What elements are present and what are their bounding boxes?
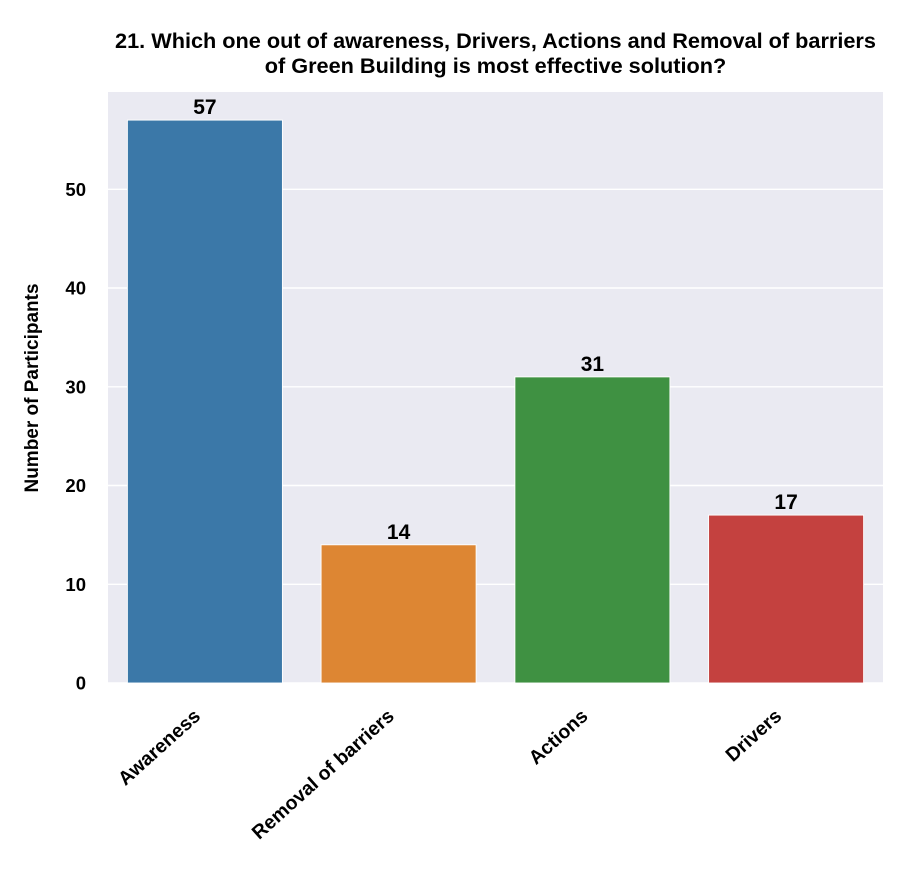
svg-text:50: 50 bbox=[65, 179, 86, 200]
svg-text:0: 0 bbox=[76, 673, 86, 694]
svg-text:20: 20 bbox=[65, 475, 86, 496]
svg-text:10: 10 bbox=[65, 574, 86, 595]
svg-text:Removal of barriers: Removal of barriers bbox=[248, 705, 399, 844]
svg-text:14: 14 bbox=[387, 521, 411, 544]
svg-text:Awareness: Awareness bbox=[114, 705, 205, 790]
svg-text:57: 57 bbox=[193, 96, 216, 119]
svg-text:Drivers: Drivers bbox=[721, 705, 786, 766]
svg-text:Number of Participants: Number of Participants bbox=[22, 283, 43, 492]
svg-text:Actions: Actions bbox=[525, 705, 593, 769]
svg-text:30: 30 bbox=[65, 376, 86, 397]
svg-text:17: 17 bbox=[774, 491, 797, 514]
svg-text:31: 31 bbox=[581, 353, 605, 376]
svg-text:40: 40 bbox=[65, 278, 86, 299]
